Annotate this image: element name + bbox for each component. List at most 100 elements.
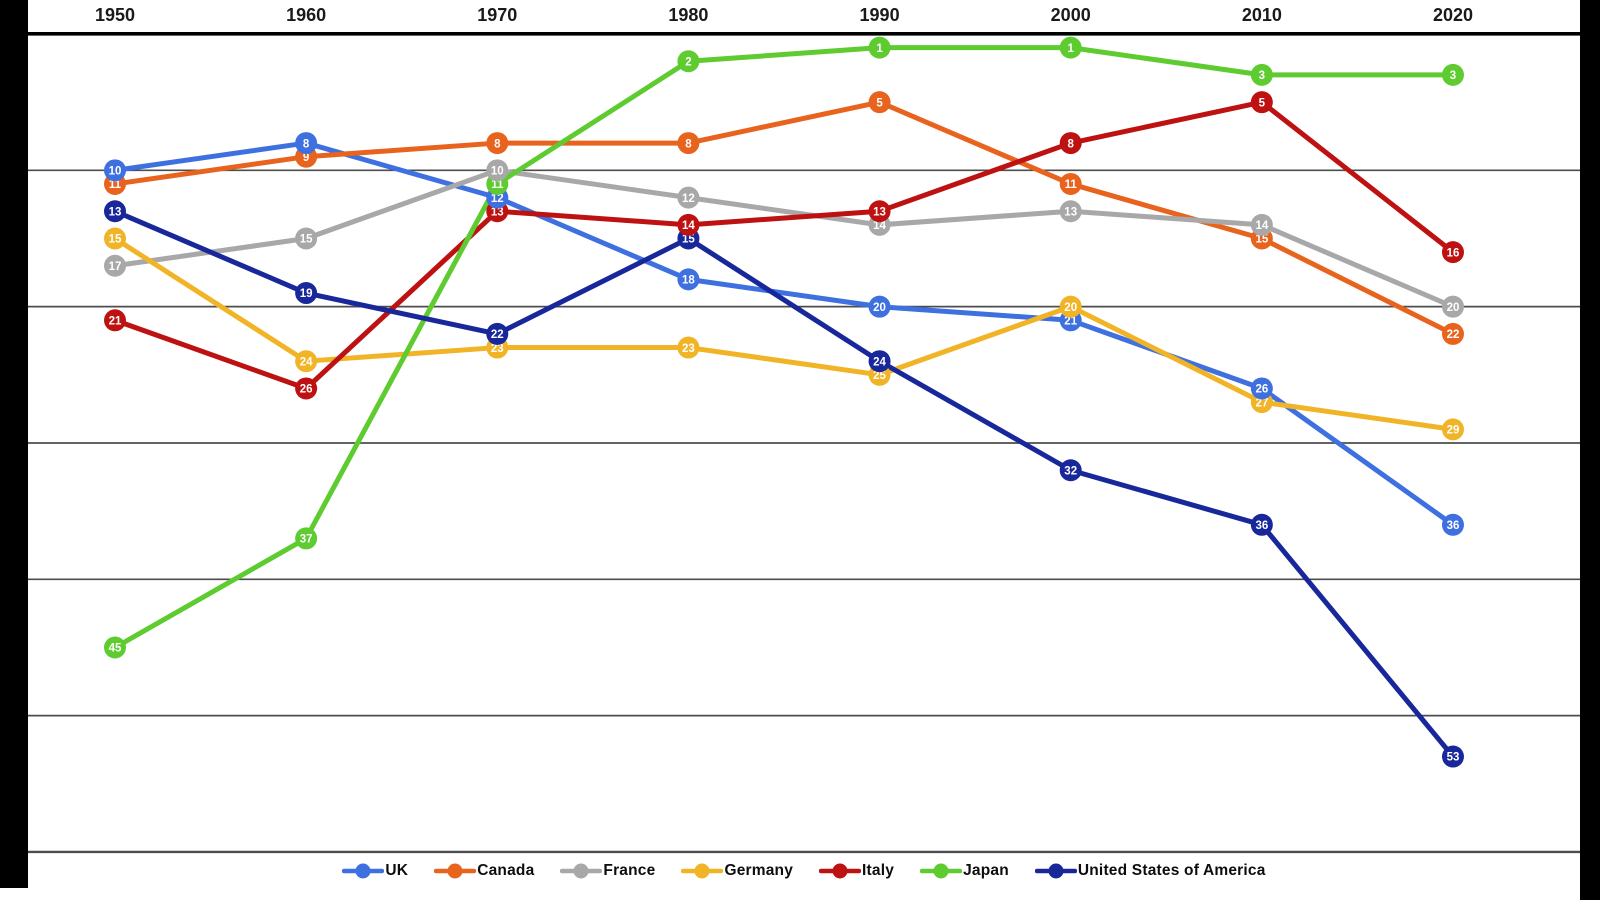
- data-point-marker: [868, 36, 891, 59]
- data-point-label: 13: [873, 206, 886, 218]
- data-point-label: 24: [300, 356, 313, 368]
- rank-line-chart: 1950 1960 1970 1980 1990 2000 2010 202053453736…: [28, 5, 1580, 854]
- data-point-label: 45: [109, 643, 122, 655]
- chart-legend: UK Canada France Germany Italy Japan United St…: [28, 854, 1580, 888]
- data-point-label: 8: [685, 138, 692, 150]
- legend-item-italy[interactable]: Italy: [819, 862, 894, 880]
- legend-series-marker-icon: [560, 863, 603, 879]
- data-point-label: 26: [1255, 384, 1268, 396]
- legend-label: United States of America: [1077, 862, 1266, 879]
- data-point-label: 12: [491, 193, 504, 205]
- x-axis-label: 1950: [95, 5, 135, 25]
- data-point-japan-1960: 37: [295, 527, 318, 550]
- series-line-canada: [112, 99, 1456, 337]
- data-point-label: 1: [1067, 43, 1074, 55]
- data-point-italy-2010: 5: [1250, 91, 1273, 114]
- data-point-marker: [1059, 172, 1082, 195]
- data-point-united-states-of-america-2010: 36: [1250, 513, 1273, 536]
- data-point-marker: [295, 282, 318, 305]
- data-point-marker: [104, 227, 126, 250]
- data-point-germany-1960: 24: [295, 350, 318, 373]
- data-point-marker: [295, 350, 318, 373]
- data-point-united-states-of-america-2000: 32: [1059, 459, 1082, 482]
- data-point-italy-1990: 13: [868, 200, 891, 223]
- series-line-france: [112, 167, 1456, 310]
- data-point-label: 24: [873, 356, 886, 368]
- legend-label: Italy: [862, 862, 895, 879]
- data-point-japan-2020: 3: [1441, 63, 1464, 86]
- series-line-united-states-of-america: [112, 208, 1456, 760]
- data-point-canada-1990: 5: [868, 91, 891, 114]
- data-point-germany-2000: 20: [1059, 295, 1082, 318]
- legend-item-japan[interactable]: Japan: [920, 862, 1009, 880]
- data-point-label: 22: [491, 329, 504, 341]
- data-point-label: 21: [1064, 315, 1077, 327]
- data-point-marker: [104, 309, 126, 332]
- data-point-label: 32: [1064, 465, 1077, 477]
- data-point-label: 15: [1255, 234, 1268, 246]
- series-line-italy: [112, 99, 1456, 391]
- data-point-label: 23: [491, 343, 504, 355]
- data-point-marker: [1059, 36, 1082, 59]
- x-axis-label: 2000: [1051, 5, 1091, 25]
- x-axis-label: 2010: [1242, 5, 1282, 25]
- data-point-united-states-of-america-1970: 22: [486, 322, 509, 345]
- data-point-label: 9: [303, 152, 309, 164]
- data-point-france-2010: 14: [1250, 213, 1273, 236]
- data-point-marker: [1250, 91, 1273, 114]
- data-point-marker: [104, 159, 126, 182]
- legend-item-canada[interactable]: Canada: [434, 862, 534, 880]
- series-line-uk: [112, 140, 1456, 528]
- legend-series-marker-icon: [681, 863, 724, 879]
- data-point-uk-2010: 26: [1250, 377, 1273, 400]
- data-point-marker: [295, 132, 318, 155]
- data-point-marker: [1059, 459, 1082, 482]
- data-point-france-1960: 15: [295, 227, 318, 250]
- data-point-united-states-of-america-1960: 19: [295, 282, 318, 305]
- data-point-uk-2020: 36: [1441, 513, 1464, 536]
- data-point-label: 3: [1259, 70, 1265, 82]
- data-point-marker: [1059, 295, 1082, 318]
- data-point-label: 8: [494, 138, 501, 150]
- data-point-label: 13: [491, 206, 504, 218]
- data-point-label: 36: [1447, 520, 1460, 532]
- data-point-label: 26: [300, 384, 313, 396]
- data-point-marker: [1250, 377, 1273, 400]
- legend-label: Canada: [477, 862, 535, 879]
- legend-item-uk[interactable]: UK: [342, 862, 408, 880]
- legend-series-marker-icon: [920, 863, 963, 879]
- legend-item-germany[interactable]: Germany: [681, 862, 793, 880]
- data-point-marker: [1441, 513, 1464, 536]
- data-point-label: 11: [491, 179, 504, 191]
- data-point-marker: [868, 91, 891, 114]
- data-point-label: 13: [109, 206, 122, 218]
- data-point-marker: [104, 636, 126, 659]
- data-point-united-states-of-america-2020: 53: [1441, 745, 1464, 768]
- data-point-japan-2000: 1: [1059, 36, 1082, 59]
- data-point-marker: [104, 254, 126, 277]
- x-axis-label: 1990: [860, 5, 900, 25]
- data-point-marker: [1250, 513, 1273, 536]
- data-point-france-1950: 17: [104, 254, 126, 277]
- data-point-united-states-of-america-1990: 24: [868, 350, 891, 373]
- legend-label: UK: [385, 862, 409, 879]
- data-point-label: 11: [1065, 179, 1078, 191]
- x-axis-label: 1980: [668, 5, 708, 25]
- data-point-label: 12: [682, 193, 695, 205]
- data-point-marker: [104, 200, 126, 223]
- data-point-label: 5: [1259, 97, 1266, 109]
- data-point-marker: [677, 268, 700, 291]
- data-point-marker: [1250, 63, 1273, 86]
- data-point-marker: [868, 350, 891, 373]
- legend-item-united-states-of-america[interactable]: United States of America: [1034, 862, 1266, 880]
- data-point-marker: [1441, 241, 1464, 264]
- data-point-marker: [486, 322, 509, 345]
- data-point-marker: [677, 132, 700, 155]
- data-point-marker: [1250, 213, 1273, 236]
- legend-series-marker-icon: [342, 863, 385, 879]
- page-margin-strip: [0, 888, 1580, 900]
- series-line-japan: [112, 45, 1456, 650]
- legend-item-france[interactable]: France: [560, 862, 655, 880]
- data-point-marker: [1441, 63, 1464, 86]
